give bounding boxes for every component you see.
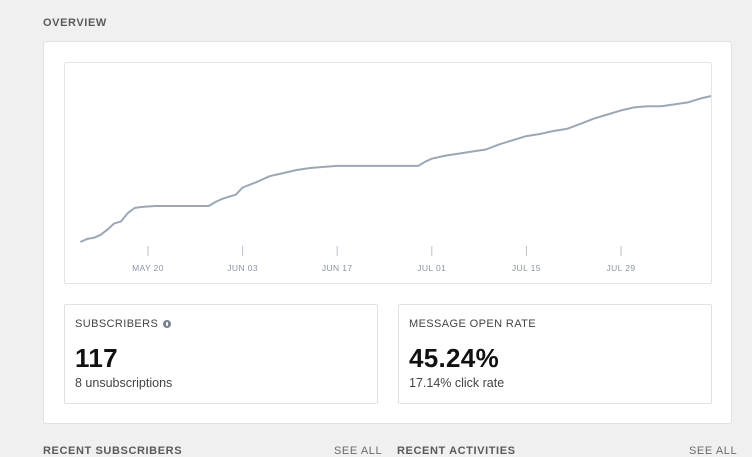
- open-rate-label: MESSAGE OPEN RATE: [409, 318, 537, 330]
- recent-activities-title: RECENT ACTIVITIES: [397, 445, 516, 457]
- overview-card: MAY 20 JUN 03 JUN 17 JUL 01 JUL 15 JUL 29 SUB…: [43, 41, 732, 424]
- x-tick-label: JUL 01: [417, 263, 446, 273]
- chart-svg: MAY 20 JUN 03 JUN 17 JUL 01 JUL 15 JUL 29: [79, 95, 711, 273]
- x-tick-label: JUN 03: [227, 263, 258, 273]
- info-icon[interactable]: [163, 320, 172, 328]
- chart-series-line: [79, 95, 711, 243]
- recent-subscribers-title: RECENT SUBSCRIBERS: [43, 445, 183, 457]
- x-tick-label: MAY 20: [132, 263, 164, 273]
- recent-subscribers-see-all-link[interactable]: SEE ALL: [334, 445, 383, 457]
- subscribers-chart: MAY 20 JUN 03 JUN 17 JUL 01 JUL 15 JUL 29: [64, 62, 712, 284]
- subscribers-stat-card: SUBSCRIBERS 117 8 unsubscriptions: [64, 304, 378, 404]
- x-tick-label: JUL 15: [512, 263, 541, 273]
- subscribers-label: SUBSCRIBERS: [75, 318, 159, 330]
- overview-title: OVERVIEW: [43, 17, 107, 29]
- unsubscriptions-text: 8 unsubscriptions: [75, 376, 173, 390]
- open-rate-stat-card: MESSAGE OPEN RATE 45.24% 17.14% click ra…: [398, 304, 712, 404]
- open-rate-value: 45.24%: [409, 343, 499, 373]
- x-tick-label: JUL 29: [606, 263, 635, 273]
- recent-activities-see-all-link[interactable]: SEE ALL: [689, 445, 738, 457]
- subscribers-count: 117: [75, 343, 118, 373]
- x-tick-label: JUN 17: [322, 263, 353, 273]
- click-rate-text: 17.14% click rate: [409, 376, 505, 390]
